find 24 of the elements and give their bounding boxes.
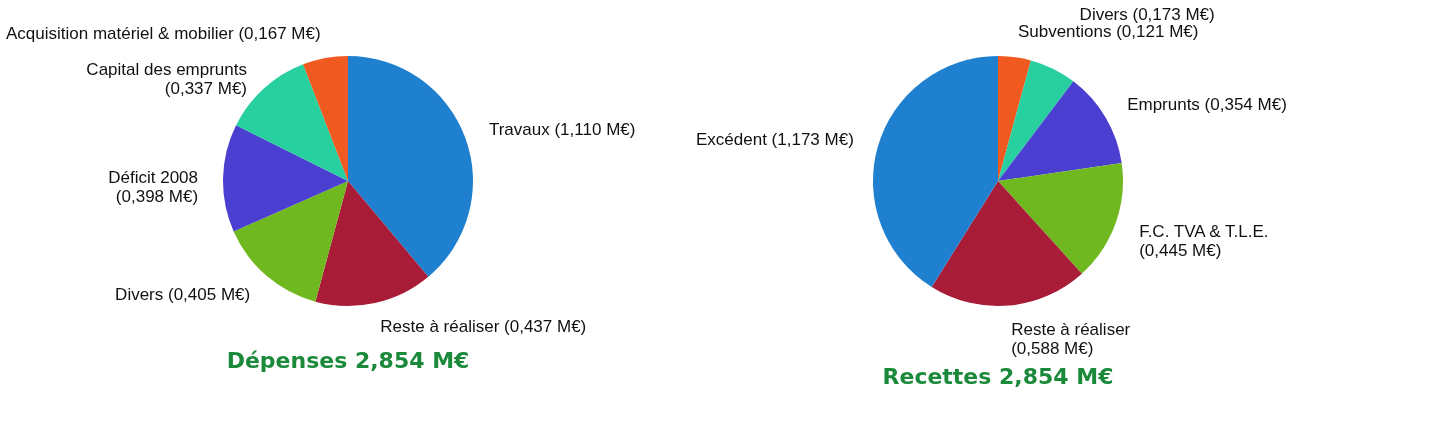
slice-label: Subventions (0,121 M€) [1017, 22, 1199, 42]
slice-label: Reste à réaliser (0,588 M€) [1011, 320, 1131, 359]
slice-label: F.C. TVA & T.L.E. (0,445 M€) [1139, 221, 1269, 260]
slice-label: Acquisition matériel & mobilier (0,167 M€) [5, 23, 321, 43]
pie-slice [931, 181, 1082, 306]
slice-label: Emprunts (0,354 M€) [1127, 94, 1287, 114]
pie-slice [873, 56, 998, 287]
slice-label: Travaux (1,110 M€) [488, 119, 636, 139]
text: Recettes 2,854 M€ [882, 364, 1114, 390]
pie-slice [998, 56, 1031, 181]
slice-label: Divers (0,405 M€) [115, 284, 251, 304]
slice-label: Reste à réaliser (0,437 M€) [380, 317, 587, 337]
slice-label: Excédent (1,173 M€) [696, 129, 854, 149]
slice-label: Déficit 2008 (0,398 M€) [108, 167, 199, 206]
pie-slice [998, 60, 1074, 181]
pie-slice [223, 125, 348, 232]
pie-slice [303, 56, 348, 181]
pie-slice [348, 56, 473, 277]
pie-slice [998, 81, 1122, 181]
slice-label: Capital des emprunts (0,337 M€) [86, 60, 248, 99]
pie-slice [998, 163, 1123, 274]
text: Dépenses 2,854 M€ [226, 348, 470, 373]
slice-label: Divers (0,173 M€) [1079, 4, 1215, 24]
pie-slice [315, 181, 429, 306]
